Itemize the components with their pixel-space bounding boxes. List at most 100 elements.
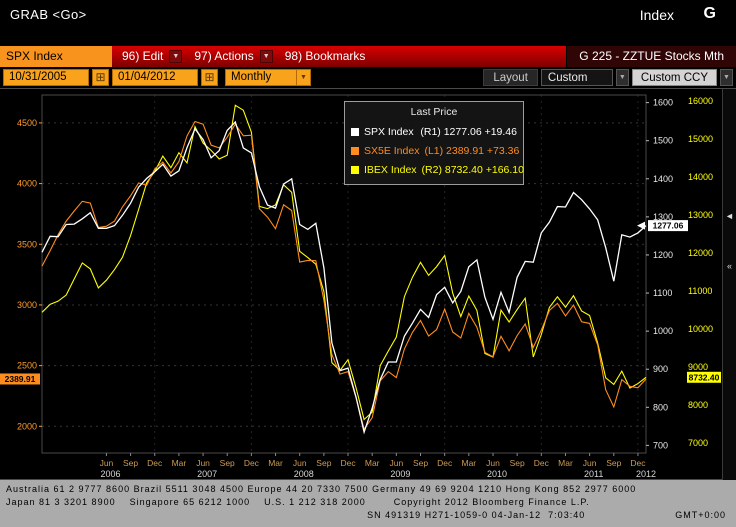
svg-text:Jun: Jun (100, 458, 114, 468)
svg-text:Dec: Dec (244, 458, 260, 468)
svg-text:9000: 9000 (688, 362, 708, 372)
series-swatch (351, 146, 359, 155)
svg-text:Dec: Dec (534, 458, 550, 468)
start-date-input[interactable]: 10/31/2005 (3, 69, 89, 86)
svg-text:Mar: Mar (462, 458, 477, 468)
calendar-icon[interactable]: ⊞ (92, 69, 109, 86)
left-arrow-icon[interactable]: ◄ (725, 211, 734, 221)
svg-text:1200: 1200 (653, 250, 673, 260)
custom-ccy-button[interactable]: Custom CCY (631, 69, 717, 86)
series-value: (L1) 2389.91 +73.36 (424, 144, 520, 157)
svg-text:4000: 4000 (17, 179, 37, 189)
svg-text:2009: 2009 (390, 469, 410, 479)
end-date-input[interactable]: 01/04/2012 (112, 69, 198, 86)
command-line[interactable]: GRAB <Go> (10, 7, 87, 22)
svg-text:4500: 4500 (17, 118, 37, 128)
layout-label: Layout (483, 69, 538, 86)
chart-side-panel: ◄ « (722, 89, 736, 481)
svg-text:11000: 11000 (688, 286, 712, 296)
series-swatch (351, 127, 359, 136)
svg-text:14000: 14000 (688, 172, 713, 182)
timezone-label: GMT+0:00 (675, 510, 726, 520)
svg-text:1277.06: 1277.06 (653, 221, 684, 231)
svg-text:Mar: Mar (172, 458, 187, 468)
svg-text:8000: 8000 (688, 400, 708, 410)
period-value: Monthly (231, 71, 272, 83)
svg-text:Sep: Sep (123, 458, 138, 468)
chart-area: 2000 2500 3000 3500 4000 4500 700 800 900 1000 110… (0, 88, 736, 481)
price-chart[interactable]: 2000 2500 3000 3500 4000 4500 700 800 900 1000 110… (0, 89, 722, 481)
chevron-down-icon[interactable]: ▼ (720, 69, 733, 86)
svg-text:2006: 2006 (100, 469, 120, 479)
svg-text:10000: 10000 (688, 324, 713, 334)
svg-text:15000: 15000 (688, 134, 713, 144)
svg-text:12000: 12000 (688, 248, 713, 258)
legend-title: Last Price (410, 106, 458, 118)
calendar-icon[interactable]: ⊞ (201, 69, 218, 86)
menu-actions[interactable]: 97) Actions (194, 49, 254, 63)
series-value: (R2) 8732.40 +166.10 (421, 163, 524, 176)
svg-text:13000: 13000 (688, 210, 713, 220)
window-topbar: GRAB <Go> Index G (0, 0, 736, 46)
svg-text:1500: 1500 (653, 136, 673, 146)
contact-numbers-line2: Japan 81 3 3201 8900 Singapore 65 6212 1… (6, 497, 590, 507)
svg-text:Sep: Sep (606, 458, 621, 468)
svg-text:Sep: Sep (510, 458, 525, 468)
svg-text:Sep: Sep (413, 458, 428, 468)
svg-text:7000: 7000 (688, 438, 708, 448)
series-name: IBEX Index (364, 163, 417, 176)
svg-text:2500: 2500 (17, 361, 37, 371)
series-name: SX5E Index (364, 144, 420, 157)
svg-text:1300: 1300 (653, 212, 673, 222)
svg-text:Mar: Mar (558, 458, 573, 468)
period-select[interactable]: Monthly ▼ (225, 69, 311, 86)
serial-info: SN 491319 H271-1059-0 04-Jan-12 7:03:40 (367, 510, 586, 520)
svg-text:1400: 1400 (653, 174, 673, 184)
svg-text:Sep: Sep (220, 458, 235, 468)
menu-edit[interactable]: 96) Edit (122, 49, 164, 63)
svg-text:2012: 2012 (636, 469, 656, 479)
svg-text:2008: 2008 (294, 469, 314, 479)
legend-row: SX5E Index (L1) 2389.91 +73.36 (351, 141, 520, 160)
chart-slot-label: G 225 - ZZTUE Stocks Mth (566, 46, 736, 67)
svg-text:3500: 3500 (17, 239, 37, 249)
svg-text:Dec: Dec (147, 458, 163, 468)
svg-text:2389.91: 2389.91 (5, 374, 36, 384)
collapse-panel-icon[interactable]: « (726, 261, 732, 271)
svg-text:1600: 1600 (653, 98, 673, 108)
svg-text:1100: 1100 (653, 288, 672, 298)
svg-text:2000: 2000 (17, 421, 37, 431)
menu-bookmarks[interactable]: 98) Bookmarks (284, 49, 366, 63)
status-bar: Australia 61 2 9777 8600 Brazil 5511 304… (0, 480, 736, 527)
legend-row: SPX Index (R1) 1277.06 +19.46 (351, 122, 517, 141)
chart-legend: Last Price SPX Index (R1) 1277.06 +19.46… (344, 101, 524, 185)
svg-text:3000: 3000 (17, 300, 37, 310)
svg-text:2007: 2007 (197, 469, 217, 479)
contact-numbers-line1: Australia 61 2 9777 8600 Brazil 5511 304… (6, 484, 637, 494)
layout-select[interactable]: Custom (540, 69, 613, 86)
svg-text:900: 900 (653, 364, 668, 374)
chart-toolbar: 10/31/2005 ⊞ 01/04/2012 ⊞ Monthly ▼ Layo… (0, 67, 736, 88)
series-name: SPX Index (364, 125, 414, 138)
svg-text:2010: 2010 (487, 469, 507, 479)
menu-bar: SPX Index 96) Edit ▼ 97) Actions ▼ 98) B… (0, 46, 736, 67)
svg-text:Sep: Sep (316, 458, 331, 468)
chevron-down-icon[interactable]: ▼ (169, 50, 183, 63)
svg-text:Dec: Dec (630, 458, 646, 468)
svg-text:Jun: Jun (389, 458, 403, 468)
svg-text:700: 700 (653, 440, 668, 450)
svg-text:Jun: Jun (293, 458, 307, 468)
svg-text:Jun: Jun (486, 458, 500, 468)
svg-text:2011: 2011 (584, 469, 603, 479)
function-key: G (703, 5, 716, 22)
svg-text:800: 800 (653, 402, 668, 412)
svg-text:16000: 16000 (688, 96, 713, 106)
svg-text:Dec: Dec (340, 458, 356, 468)
toolbar-right-group: Layout Custom ▼ Custom CCY ▼ (483, 69, 733, 86)
series-swatch (351, 165, 359, 174)
legend-row: IBEX Index (R2) 8732.40 +166.10 (351, 160, 524, 179)
ticker-field[interactable]: SPX Index (0, 46, 112, 67)
chevron-down-icon[interactable]: ▼ (259, 50, 273, 63)
svg-text:Dec: Dec (437, 458, 453, 468)
chevron-down-icon[interactable]: ▼ (615, 69, 629, 86)
